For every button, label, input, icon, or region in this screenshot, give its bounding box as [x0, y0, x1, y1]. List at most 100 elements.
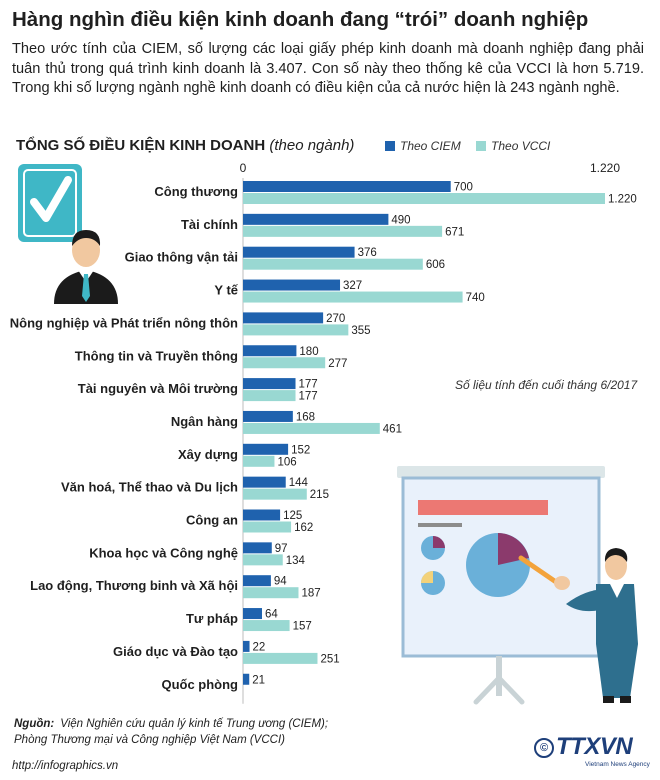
data-label-ciem: 270: [326, 313, 345, 325]
data-label-ciem: 94: [274, 576, 287, 588]
data-note: Số liệu tính đến cuối tháng 6/2017: [455, 378, 638, 392]
presentation-board-icon: [397, 466, 605, 705]
data-label-ciem: 22: [253, 641, 266, 653]
bar-vcci: [243, 225, 443, 237]
bar-ciem: [243, 542, 272, 554]
data-label-vcci: 162: [294, 522, 313, 534]
source-label: Nguồn:: [14, 718, 55, 730]
bar-ciem: [243, 509, 281, 521]
legend-swatch-ciem: [385, 141, 395, 151]
checkmark-icon-box: [18, 164, 82, 242]
presenter-hair: [604, 548, 628, 562]
agency-subtitle: Vietnam News Agency: [585, 761, 650, 768]
data-label-vcci: 355: [351, 325, 370, 337]
category-label: Thông tin và Truyền thông: [75, 348, 238, 363]
presenter-hand: [554, 576, 570, 590]
copyright-icon: ©: [534, 738, 554, 758]
bar-vcci: [243, 422, 380, 434]
category-label: Nông nghiệp và Phát triển nông thôn: [10, 315, 238, 330]
checkmark-icon: [18, 164, 82, 242]
data-label-vcci: 134: [286, 555, 306, 567]
board-pie-small-1-slice: [433, 536, 445, 548]
category-label: Công thương: [154, 184, 238, 199]
data-label-ciem: 152: [291, 444, 310, 456]
category-label: Công an: [186, 513, 238, 528]
bar-vcci: [243, 587, 299, 599]
bar-vcci: [243, 488, 307, 500]
data-label-ciem: 177: [299, 379, 318, 391]
businessman-icon-hair: [72, 230, 101, 246]
legend-item-ciem: Theo CIEM: [385, 139, 461, 153]
board-header-bar: [418, 500, 548, 515]
category-label: Giao thông vận tải: [125, 250, 238, 265]
axis-tick-label-min: 0: [240, 161, 247, 175]
bar-vcci: [243, 390, 296, 402]
bar-vcci: [243, 193, 605, 204]
businessman-icon-tie: [82, 274, 90, 302]
checkmark-icon-tick: [30, 176, 72, 222]
chart-title-text: TỔNG SỐ ĐIỀU KIỆN KINH DOANH: [16, 137, 266, 154]
bar-ciem: [243, 443, 289, 455]
chart-title: TỔNG SỐ ĐIỀU KIỆN KINH DOANH (theo ngành…: [16, 137, 354, 154]
presenter-pointer: [518, 555, 559, 585]
bar-vcci: [243, 258, 423, 270]
bar-vcci: [243, 324, 349, 336]
bar-ciem: [243, 345, 297, 357]
lede-paragraph: Theo ước tính của CIEM, số lượng các loạ…: [12, 41, 644, 96]
data-label-vcci: 215: [310, 489, 329, 501]
axis-tick-label-max: 1.220: [590, 161, 620, 175]
data-label-vcci: 251: [320, 653, 339, 665]
category-label: Văn hoá, Thể thao và Du lịch: [61, 480, 238, 495]
data-label-ciem: 327: [343, 280, 362, 292]
plot-area: 0 1.220 Công thương 700 1.220 Tài chính 490 671…: [10, 161, 637, 704]
data-label-vcci: 671: [445, 226, 464, 238]
bar-ciem: [243, 312, 324, 324]
legend-label-vcci: Theo VCCI: [491, 139, 551, 153]
presenter-icon: [518, 548, 638, 703]
bar-ciem: [243, 213, 389, 225]
category-label: Quốc phòng: [161, 677, 238, 692]
data-label-ciem: 144: [289, 477, 309, 489]
data-label-ciem: 21: [252, 674, 265, 686]
data-label-ciem: 376: [358, 247, 377, 259]
data-label-vcci: 187: [301, 588, 320, 600]
board-stand-legs: [473, 675, 525, 705]
source-line-2: Phòng Thương mại và Công nghiệp Việt Nam…: [14, 734, 285, 746]
legend-label-ciem: Theo CIEM: [400, 139, 461, 153]
bar-ciem: [243, 640, 250, 652]
data-label-ciem: 700: [454, 182, 473, 194]
presenter-torso: [596, 584, 638, 698]
headline: Hàng nghìn điều kiện kinh doanh đang “tr…: [12, 8, 589, 31]
data-label-vcci: 461: [383, 423, 402, 435]
data-label-ciem: 125: [283, 510, 302, 522]
chart-unit: (theo ngành): [269, 137, 355, 154]
bar-ciem: [243, 181, 451, 192]
bar-vcci: [243, 554, 283, 566]
data-label-vcci: 106: [277, 456, 296, 468]
bar-ciem: [243, 476, 286, 488]
source: Nguồn: Viện Nghiên cứu quản lý kinh tế Tr…: [14, 716, 494, 748]
presenter-collar: [610, 584, 624, 598]
data-label-vcci: 1.220: [608, 194, 637, 206]
agency-logo: TTXVN: [556, 733, 633, 760]
category-label: Lao động, Thương binh và Xã hội: [30, 578, 238, 593]
bar-ciem: [243, 410, 293, 422]
legend-swatch-vcci: [476, 141, 487, 151]
board-top-bar: [397, 466, 605, 478]
category-label: Ngân hàng: [171, 414, 238, 429]
data-label-ciem: 64: [265, 609, 278, 621]
data-label-vcci: 177: [299, 391, 318, 403]
checkmark-icon-frame: [23, 169, 77, 237]
bar-ciem: [243, 673, 250, 685]
bar-ciem: [243, 378, 296, 390]
data-label-vcci: 606: [426, 259, 445, 271]
bar-vcci: [243, 521, 292, 533]
category-label: Tài chính: [181, 217, 238, 232]
source-line-1: Viện Nghiên cứu quản lý kinh tế Trung ươ…: [60, 718, 329, 730]
bar-vcci: [243, 291, 463, 303]
legend-item-vcci: Theo VCCI: [476, 139, 550, 153]
bar-vcci: [243, 652, 318, 664]
bar-vcci: [243, 455, 275, 467]
website-link[interactable]: http://infographics.vn: [12, 760, 119, 772]
businessman-icon: [54, 230, 118, 304]
